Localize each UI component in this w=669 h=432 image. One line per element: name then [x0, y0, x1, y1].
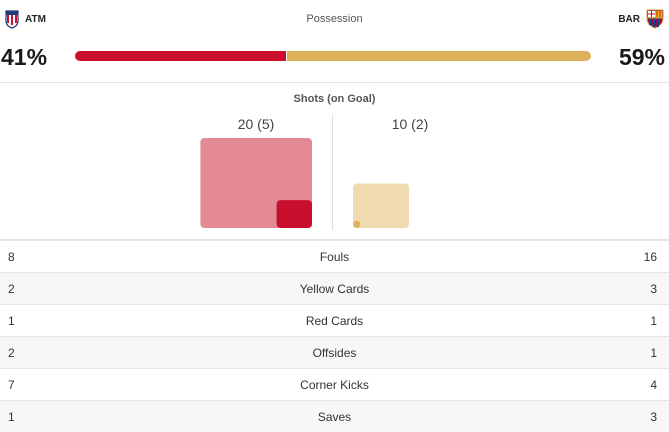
- stat-away-value: 4: [650, 378, 657, 392]
- stat-home-value: 2: [8, 282, 15, 296]
- home-shots-box: [200, 138, 312, 228]
- stat-away-value: 3: [650, 282, 657, 296]
- stat-label: Offsides: [312, 346, 357, 360]
- shots-title: Shots (on Goal): [293, 93, 376, 105]
- stat-row: 7 Corner Kicks 4: [0, 368, 669, 400]
- possession-bar: [75, 51, 591, 61]
- home-team[interactable]: ATM: [5, 9, 46, 29]
- stat-away-value: 3: [650, 410, 657, 424]
- stat-row: 2 Yellow Cards 3: [0, 272, 669, 304]
- possession-bar-away: [286, 51, 591, 61]
- stat-home-value: 1: [8, 410, 15, 424]
- stat-row: 2 Offsides 1: [0, 336, 669, 368]
- away-shots-box: [353, 183, 410, 228]
- barcelona-crest-icon: [646, 9, 664, 29]
- stat-away-value: 1: [650, 346, 657, 360]
- stat-home-value: 8: [8, 250, 15, 264]
- home-team-abbr: ATM: [25, 13, 46, 25]
- stat-away-value: 16: [643, 250, 657, 264]
- stat-label: Yellow Cards: [299, 282, 370, 296]
- stat-label: Corner Kicks: [300, 378, 369, 392]
- away-shots-on-goal-box: [353, 220, 361, 228]
- stat-row: 1 Saves 3: [0, 400, 669, 432]
- section-divider: [0, 239, 669, 240]
- home-possession: 41%: [1, 44, 48, 70]
- away-possession: 59%: [618, 44, 665, 70]
- section-divider: [0, 82, 669, 83]
- stats-table: 8 Fouls 16 2 Yellow Cards 3 1 Red Cards 1 2 Offsid…: [0, 240, 669, 432]
- stat-label: Fouls: [319, 250, 350, 264]
- home-shots-on-goal-box: [276, 200, 312, 228]
- atletico-crest-icon: [5, 10, 19, 29]
- shots-chart: [200, 138, 410, 228]
- away-team-abbr: BAR: [618, 13, 640, 25]
- home-shots-value: 20 (5): [237, 116, 275, 132]
- stat-label: Saves: [317, 410, 352, 424]
- stat-home-value: 2: [8, 346, 15, 360]
- stat-home-value: 1: [8, 314, 15, 328]
- possession-title: Possession: [306, 13, 363, 25]
- stat-home-value: 7: [8, 378, 15, 392]
- shots-divider: [332, 115, 333, 230]
- stat-label: Red Cards: [305, 314, 364, 328]
- stat-away-value: 1: [650, 314, 657, 328]
- possession-bar-home: [75, 51, 287, 61]
- away-shots-value: 10 (2): [391, 116, 429, 132]
- away-team[interactable]: BAR: [618, 9, 664, 29]
- stat-row: 8 Fouls 16: [0, 240, 669, 272]
- stat-row: 1 Red Cards 1: [0, 304, 669, 336]
